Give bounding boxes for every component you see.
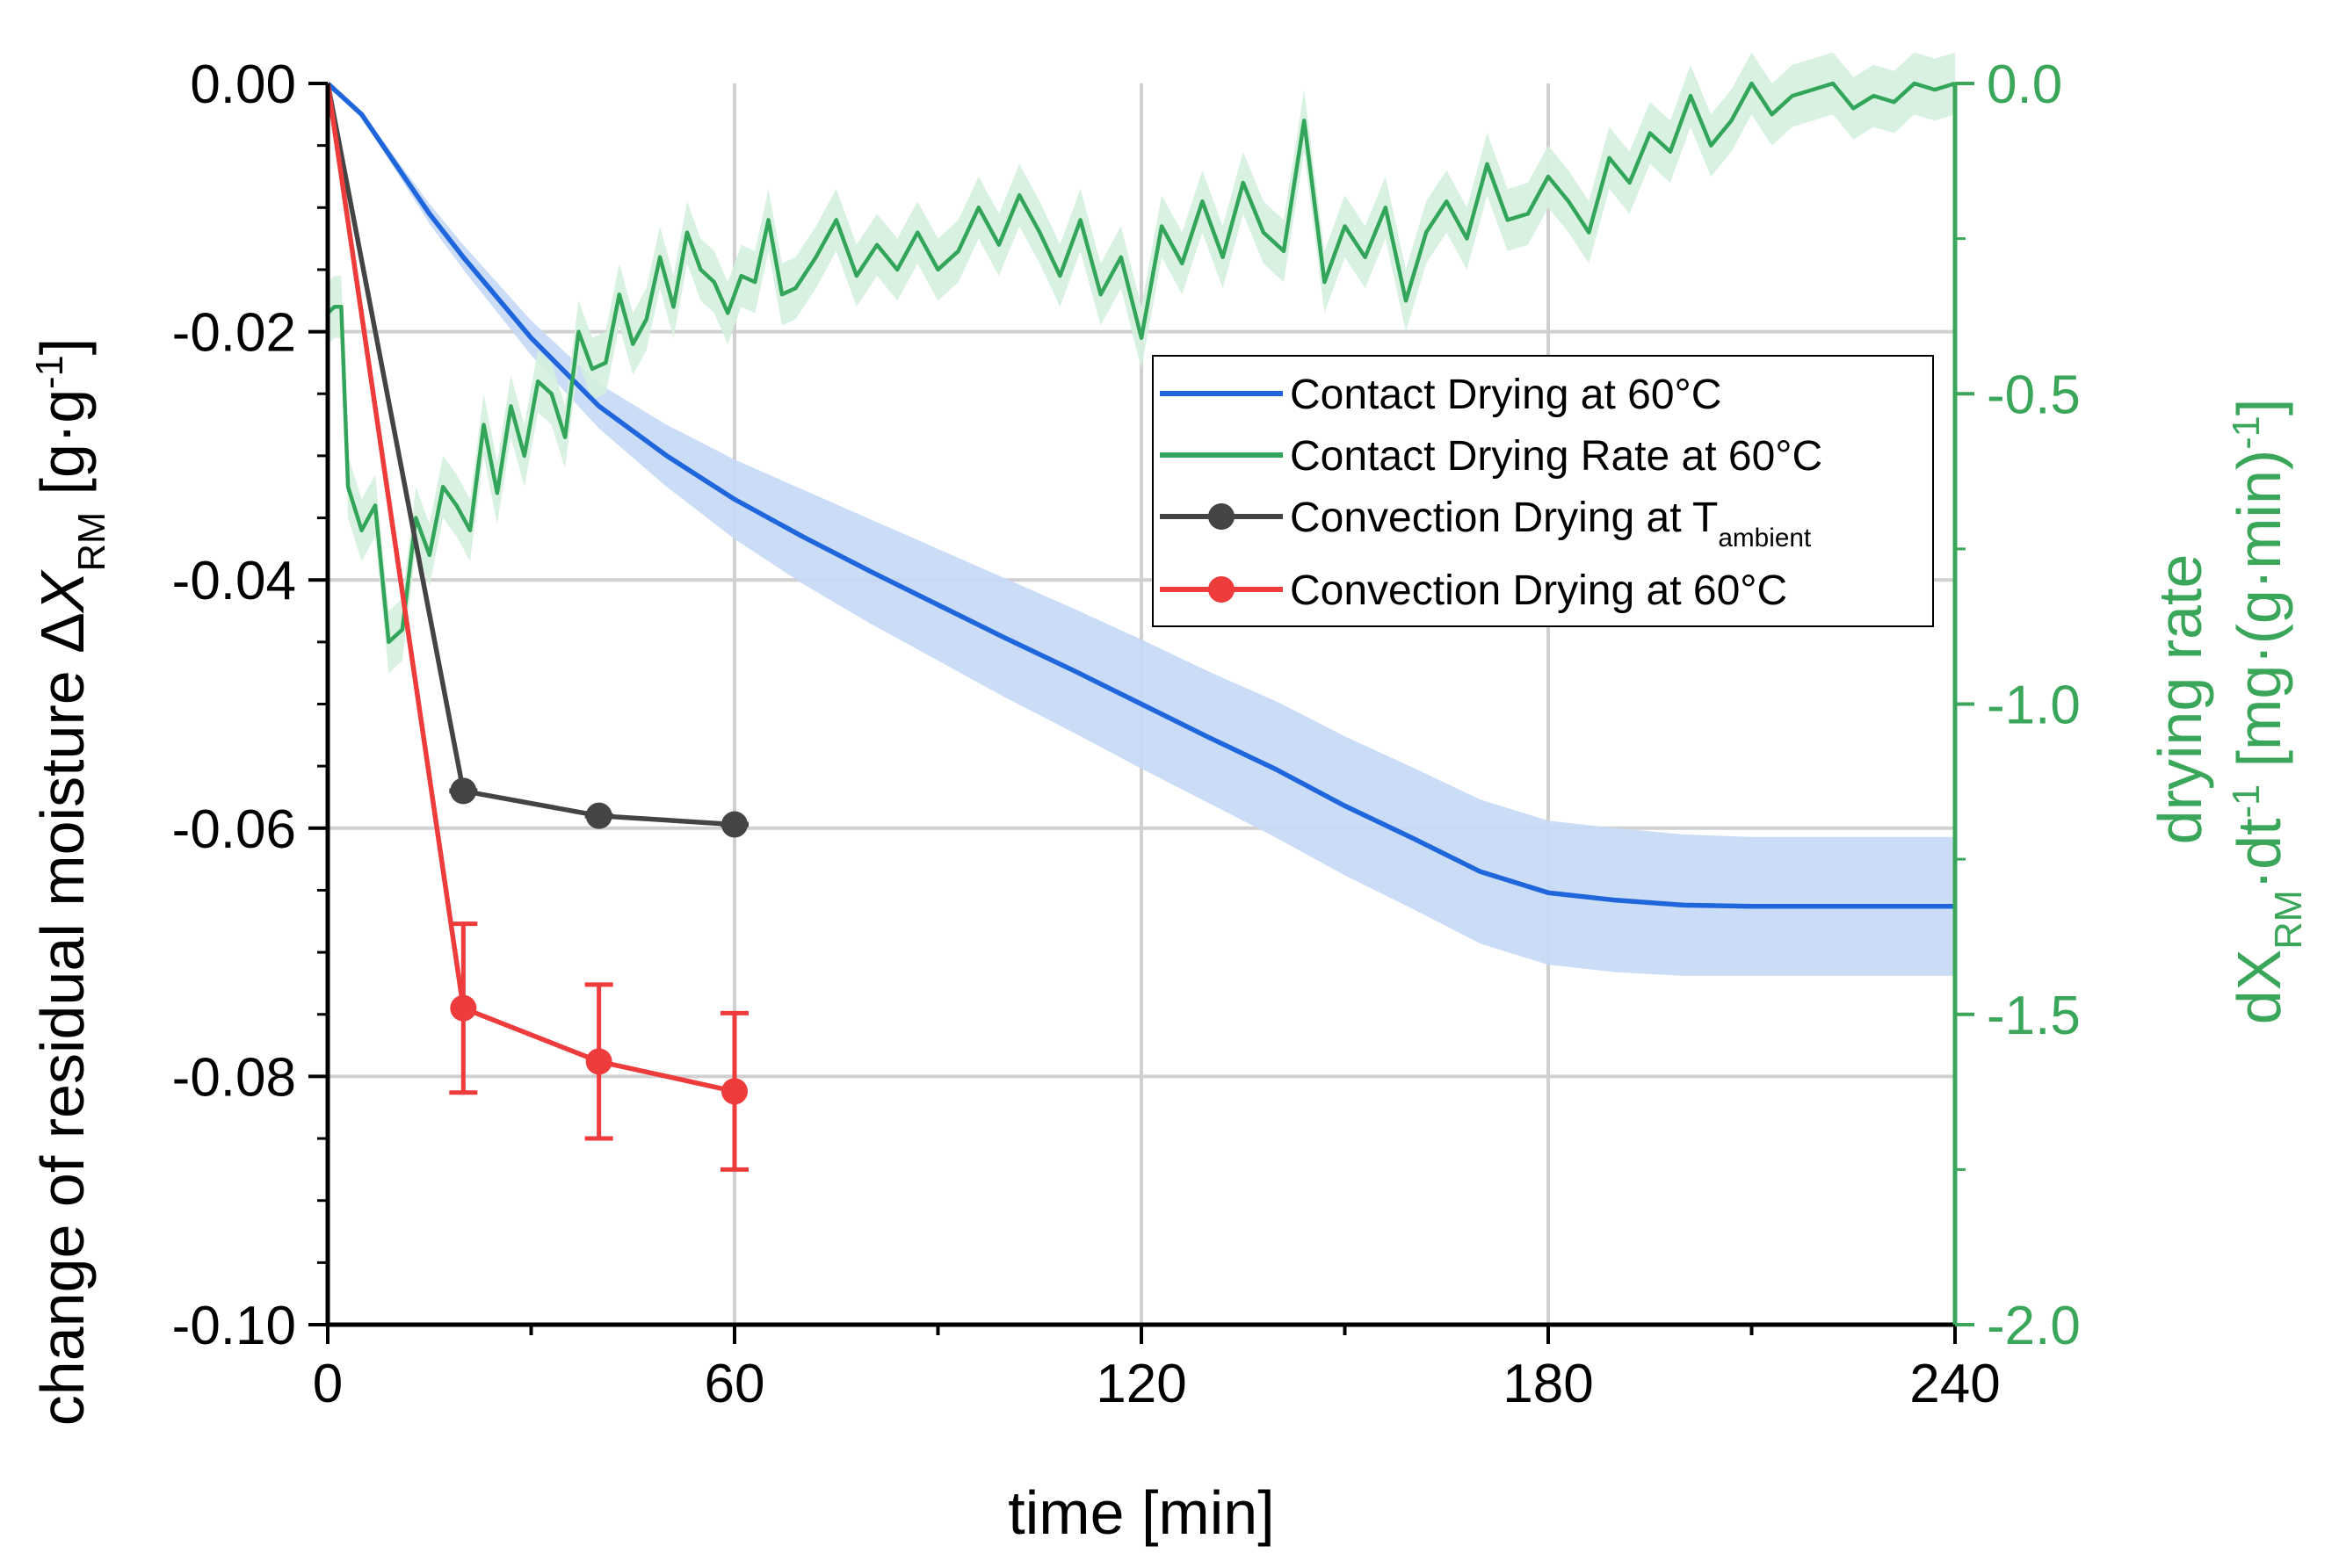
y-left-tick-label-3: -0.06 [172,799,296,860]
legend-box [1152,355,1934,627]
series-lines [325,81,1956,1095]
series-2-marker-1 [450,777,477,805]
series-0-line [326,81,1955,909]
series-3-marker-2 [585,1048,612,1075]
legend-entry-contact-drying: Contact Drying at 60°C [1160,372,1721,418]
legend-label-contact-drying-rate: Contact Drying Rate at 60°C [1290,433,1822,480]
series-3-marker-1 [450,994,477,1022]
y-left-tick-label-1: -0.02 [172,303,296,364]
x-axis-title: time [min] [1008,1478,1274,1547]
x-tick-label-0: 0 [313,1354,343,1414]
legend: Contact Drying at 60°C Contact Drying Ra… [1152,355,1934,627]
series-3-marker-3 [721,1078,748,1105]
axes: 0 60 120 180 240 0.00 -0.02 -0.04 -0.06 -0.08 -0.1… [172,54,2081,1414]
legend-label-contact-drying: Contact Drying at 60°C [1290,372,1721,418]
series-3-line [325,83,735,1095]
y-right-tick-label-4: -2.0 [1987,1296,2081,1356]
y-left-axis-title: change of residual moisture ΔXRM [g·g-1] [28,338,113,1426]
series-0-band [328,83,1955,976]
legend-label-convection-ambient: Convection Drying at Tambient [1290,495,1812,553]
y-left-tick-label-4: -0.08 [172,1047,296,1108]
series-1-line [326,81,1956,645]
x-tick-label-2: 120 [1096,1354,1186,1414]
y-right-tick-label-2: -1.0 [1987,676,2081,736]
legend-label-convection-60: Convection Drying at 60°C [1290,567,1787,614]
series-2-marker-3 [721,811,748,838]
x-tick-label-4: 240 [1909,1354,2000,1414]
y-left-tick-label-5: -0.10 [172,1296,296,1356]
confidence-bands [328,52,1955,976]
series-markers [449,777,749,1172]
y-right-tick-label-1: -0.5 [1987,365,2081,425]
x-tick-label-3: 180 [1503,1354,1593,1414]
series-1-band [328,52,1955,674]
legend-entry-contact-drying-rate: Contact Drying Rate at 60°C [1160,433,1822,480]
legend-marker-convection-ambient [1208,503,1235,530]
y-left-tick-label-0: 0.00 [190,54,296,115]
series-2-line [325,83,735,827]
series-2-marker-2 [585,802,612,829]
y-right-axis-title-line1: drying rate [2146,554,2214,845]
legend-marker-convection-60 [1208,576,1235,603]
x-tick-label-1: 60 [705,1354,765,1414]
y-right-tick-label-3: -1.5 [1987,986,2081,1046]
legend-entry-convection-60: Convection Drying at 60°C [1160,567,1787,614]
legend-entry-convection-ambient: Convection Drying at Tambient [1160,495,1812,553]
y-left-tick-label-2: -0.04 [172,551,296,611]
y-right-tick-label-0: 0.0 [1987,54,2062,115]
y-right-axis-title-line2: dXRM·dt-1 [mg·(g·min)-1] [2225,399,2310,1025]
